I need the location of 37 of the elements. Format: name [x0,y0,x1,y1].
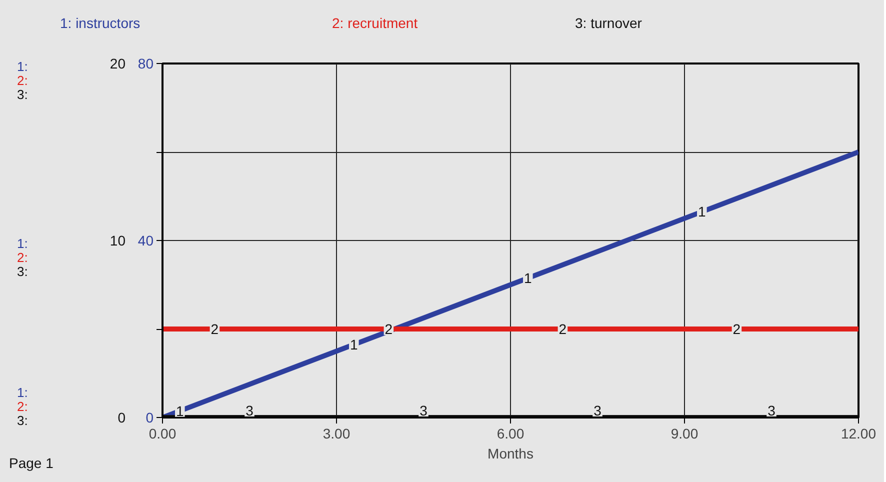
x-tick-label: 12.00 [840,426,876,442]
text: 2: [17,73,28,88]
text: 1: instructors [60,14,140,33]
text: Page 1 [9,454,54,473]
annotation: 1 [698,204,706,220]
text: 1: [17,59,28,74]
x-tick-label: 0.00 [148,426,176,442]
text: 1: [17,236,28,251]
text: 3: [17,264,28,279]
annotation: 1 [176,402,184,419]
text: 3: [17,413,28,428]
annotation: 2 [210,321,219,337]
y-tick-label: 0 [146,410,154,426]
annotation: 1 [524,270,532,286]
text: 1: [17,385,28,400]
annotation: 2 [558,321,567,337]
text: 3: turnover [575,14,642,33]
y-tick-label: 40 [138,232,154,248]
x-axis-title: Months [488,446,534,462]
y2-tick-label: 20 [110,56,126,72]
y-tick-label: 80 [138,56,154,72]
x-tick-label: 3.00 [322,426,350,442]
text: 2: [17,399,28,414]
annotation: 3 [420,402,428,418]
x-tick-label: 9.00 [670,426,698,442]
x-tick-label: 6.00 [496,426,524,442]
annotation: 3 [768,402,776,418]
y2-tick-label: 10 [110,232,126,248]
annotation: 3 [594,402,602,418]
annotation: 2 [732,321,741,337]
text: 3: [17,87,28,102]
annotation: 2 [384,321,393,337]
annotation: 1 [350,336,358,352]
text: 2: [17,250,28,265]
annotation: 3 [246,402,254,418]
y2-tick-label: 0 [118,410,126,426]
text: 2: recruitment [332,14,418,33]
